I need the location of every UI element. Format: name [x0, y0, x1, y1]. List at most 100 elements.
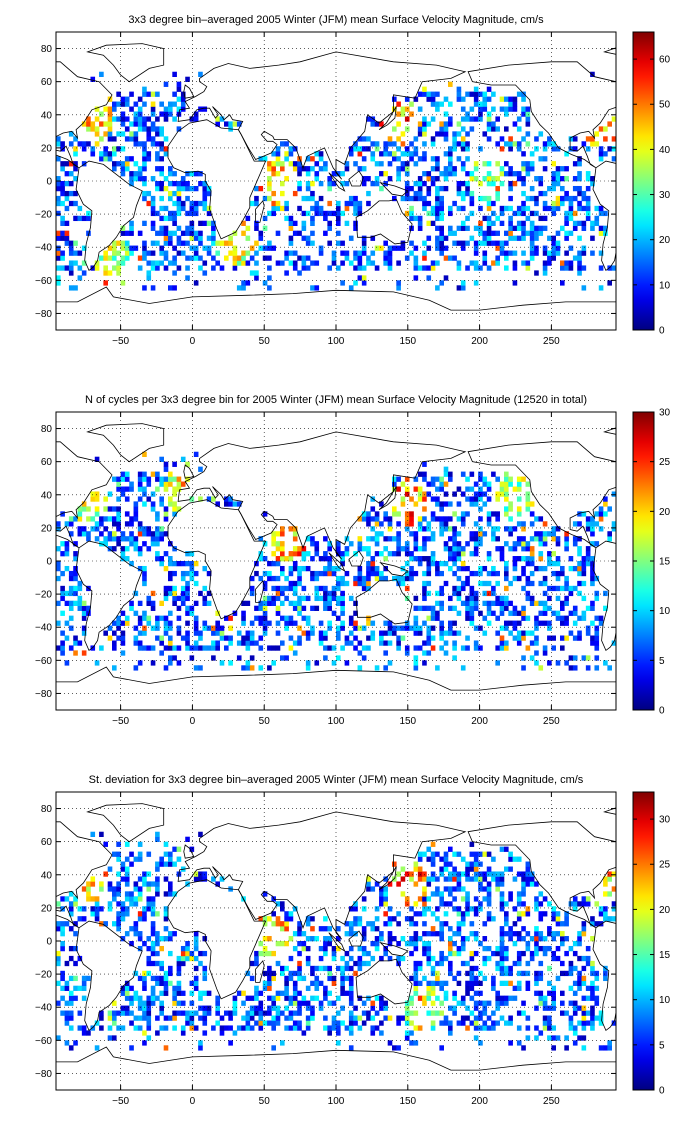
data-bin [478, 531, 483, 537]
data-bin [400, 625, 406, 631]
data-bin [551, 561, 556, 567]
data-bin [292, 536, 298, 542]
data-bin [404, 181, 410, 187]
data-bin [551, 200, 556, 207]
data-bin [284, 556, 289, 562]
data-bin [495, 871, 500, 877]
data-bin [379, 575, 384, 582]
data-bin [508, 215, 513, 222]
data-bin [163, 461, 169, 467]
data-bin [310, 936, 315, 942]
data-bin [215, 240, 220, 246]
data-bin [56, 921, 61, 927]
coastline-antarctica [56, 1046, 616, 1090]
data-bin [202, 1005, 208, 1011]
data-bin [107, 111, 113, 117]
data-bin [465, 156, 470, 162]
data-bin [142, 101, 147, 107]
data-bin [288, 955, 294, 962]
data-bin [456, 876, 462, 882]
data-bin [508, 546, 513, 552]
data-bin [443, 980, 449, 986]
data-bin [478, 491, 483, 497]
data-bin [314, 575, 320, 582]
data-bin [452, 620, 457, 626]
data-bin [241, 610, 246, 616]
data-bin [189, 235, 195, 241]
data-bin [292, 565, 298, 572]
data-bin [422, 131, 427, 137]
data-bin [387, 620, 393, 626]
data-bin [521, 655, 526, 661]
data-bin [168, 585, 173, 592]
data-bin [267, 1005, 272, 1011]
data-bin [521, 871, 526, 877]
data-bin [534, 941, 539, 947]
data-bin [275, 531, 281, 537]
data-bin [73, 600, 78, 606]
data-bin [564, 1045, 569, 1051]
data-bin [555, 575, 561, 582]
data-bin [146, 1020, 152, 1026]
data-bin [133, 881, 139, 887]
data-bin [422, 526, 427, 532]
data-bin [499, 486, 505, 492]
data-bin [495, 960, 500, 967]
data-bin [409, 950, 414, 957]
data-bin [344, 921, 350, 927]
data-bin [542, 156, 548, 162]
data-bin [482, 240, 488, 246]
data-bin [262, 615, 268, 621]
data-bin [245, 1020, 251, 1026]
data-bin [81, 980, 87, 986]
data-bin [185, 635, 190, 641]
data-bin [430, 536, 436, 542]
x-tick-label: 0 [190, 1096, 196, 1107]
data-bin [439, 605, 444, 611]
coastline-eurasia [177, 51, 467, 180]
data-bin [124, 931, 130, 937]
data-bin [159, 181, 164, 187]
data-bin [396, 911, 401, 917]
data-bin [73, 570, 78, 577]
data-bin [107, 96, 113, 102]
data-bin [504, 250, 509, 256]
data-bin [314, 995, 320, 1001]
data-bin [112, 665, 117, 671]
data-bin [551, 1035, 556, 1041]
data-bin [81, 630, 87, 636]
data-bin [336, 1010, 341, 1016]
data-bin [508, 851, 513, 857]
data-bin [396, 1045, 401, 1051]
data-bin [193, 985, 199, 991]
data-bin [439, 506, 444, 512]
data-bin [422, 590, 427, 597]
data-bin [301, 941, 307, 947]
data-bin [542, 580, 548, 587]
data-bin [297, 546, 302, 552]
data-bin [590, 990, 595, 996]
data-bin [120, 620, 126, 626]
data-bin [538, 975, 544, 982]
data-bin [361, 926, 367, 932]
data-bin [417, 605, 423, 611]
data-bin [396, 136, 401, 142]
data-bin [202, 1015, 208, 1021]
data-bin [99, 521, 104, 527]
data-bin [185, 585, 190, 592]
data-bin [448, 205, 453, 212]
data-bin [310, 970, 315, 977]
data-bin [404, 491, 410, 497]
data-bin [331, 1015, 337, 1021]
data-bin [529, 640, 535, 646]
data-bin [525, 171, 531, 177]
data-bin [94, 660, 100, 666]
data-bin [146, 995, 152, 1001]
data-bin [56, 141, 61, 147]
data-bin [198, 590, 203, 597]
data-bin [396, 1020, 401, 1026]
data-bin [383, 546, 388, 552]
data-bin [137, 945, 143, 952]
data-bin [430, 166, 436, 172]
data-bin [396, 881, 401, 887]
